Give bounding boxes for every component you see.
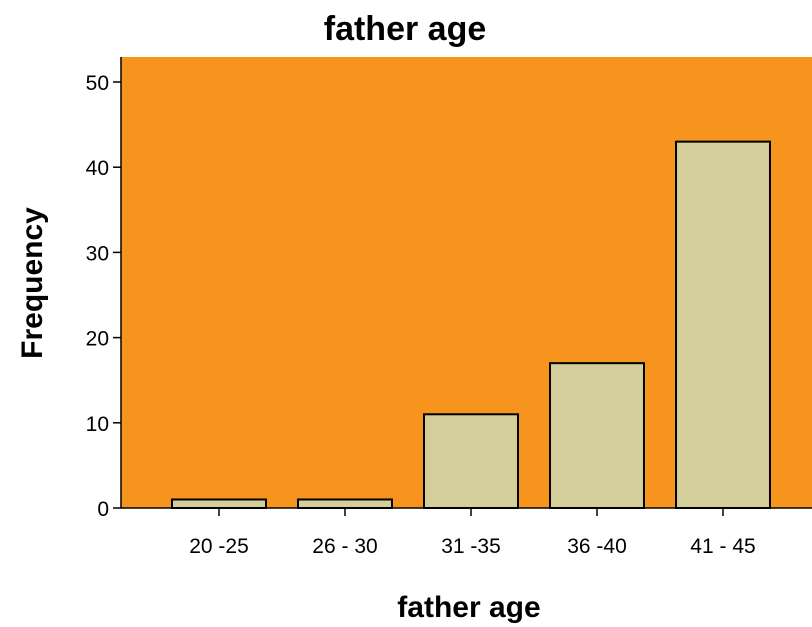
y-tick-label: 10 xyxy=(86,413,109,436)
x-tick-label: 26 - 30 xyxy=(312,535,377,558)
y-tick-label: 20 xyxy=(86,328,109,351)
x-tick-label: 31 -35 xyxy=(441,535,501,558)
y-tick-label: 40 xyxy=(86,157,109,180)
bar-5 xyxy=(675,140,771,509)
y-axis-title: Frequency xyxy=(16,207,49,359)
x-axis-title: father age xyxy=(397,591,540,624)
x-tick-label: 20 -25 xyxy=(189,535,249,558)
y-tick-label: 30 xyxy=(86,242,109,265)
x-tick-label: 36 -40 xyxy=(567,535,627,558)
bar-1 xyxy=(171,498,267,510)
y-tick-label: 0 xyxy=(97,498,109,521)
bar-3 xyxy=(423,413,519,509)
y-tick-label: 50 xyxy=(86,72,109,95)
chart-title: father age xyxy=(324,10,487,48)
bar-4 xyxy=(549,362,645,509)
x-tick-label: 41 - 45 xyxy=(690,535,755,558)
bar-2 xyxy=(297,498,393,510)
